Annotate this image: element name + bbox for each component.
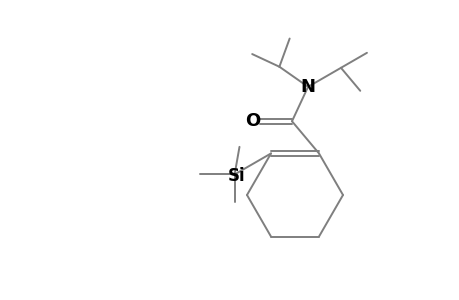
Text: N: N	[300, 78, 315, 96]
Text: O: O	[245, 112, 260, 130]
Text: Si: Si	[227, 167, 245, 185]
